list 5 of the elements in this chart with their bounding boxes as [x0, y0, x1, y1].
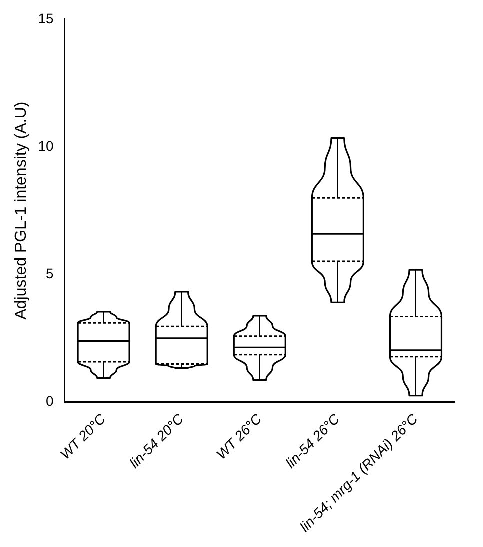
- y-tick-label: 0: [46, 393, 54, 410]
- y-tick-label: 15: [38, 10, 54, 26]
- y-tick-label: 5: [46, 265, 54, 282]
- y-axis-title: Adjusted PGL-1 intensity (A.U): [13, 102, 30, 320]
- y-tick-label: 10: [38, 138, 54, 154]
